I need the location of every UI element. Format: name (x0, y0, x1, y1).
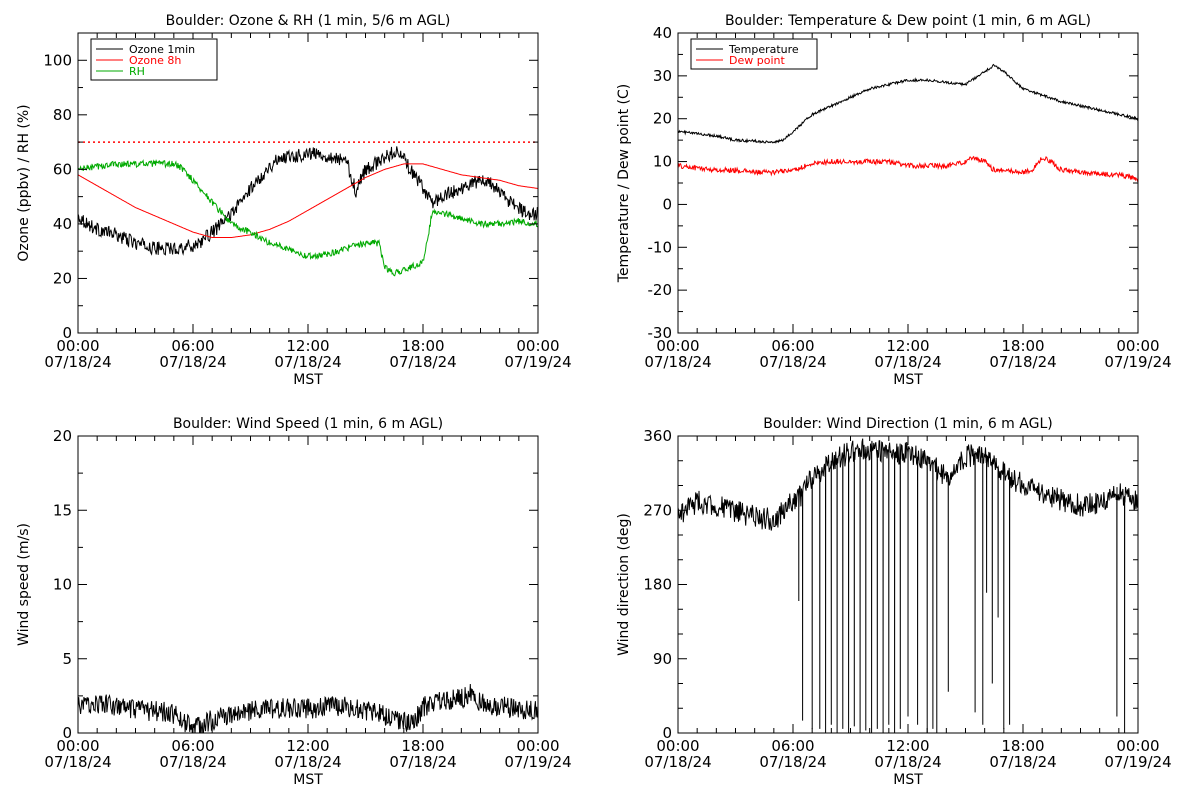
x-tick-label-date: 07/18/24 (274, 753, 341, 771)
series-line-data (678, 438, 1138, 733)
x-tick-label-time: 18:00 (1001, 337, 1044, 355)
chart-title: Boulder: Wind Speed (1 min, 6 m AGL) (173, 416, 443, 432)
x-tick-label-time: 00:00 (1116, 737, 1159, 755)
y-tick-label: 20 (653, 110, 672, 128)
x-tick-label-time: 00:00 (516, 337, 559, 355)
x-tick-label-date: 07/19/24 (1104, 753, 1171, 771)
y-tick-label: 20 (53, 269, 72, 287)
x-tick-label-date: 07/18/24 (759, 353, 826, 371)
y-tick-label: 20 (53, 427, 72, 445)
chart-panel-1: Boulder: Ozone & RH (1 min, 5/6 m AGL) 0 2… (16, 13, 572, 388)
y-tick-label: 0 (62, 324, 72, 342)
y-tick-label: 40 (653, 24, 672, 42)
chart-title: Boulder: Temperature & Dew point (1 min,… (725, 13, 1091, 29)
x-tick-label-date: 07/18/24 (389, 753, 456, 771)
y-tick-label: 40 (53, 215, 72, 233)
x-tick-label-time: 00:00 (516, 737, 559, 755)
y-tick-label: -10 (648, 238, 673, 256)
y-tick-label: 180 (643, 576, 672, 594)
x-tick-label-time: 00:00 (656, 337, 699, 355)
x-tick-label-time: 18:00 (401, 737, 444, 755)
series-line-rh (78, 159, 538, 277)
chart-panel-2: Boulder: Temperature & Dew point (1 min,… (616, 13, 1172, 388)
y-tick-label: 0 (662, 724, 672, 742)
x-tick-label-time: 06:00 (771, 337, 814, 355)
x-tick-label-time: 00:00 (56, 337, 99, 355)
x-axis-label: MST (893, 372, 923, 388)
x-tick-label-time: 12:00 (886, 737, 929, 755)
x-tick-label-time: 00:00 (56, 737, 99, 755)
series-line-dew-point (678, 155, 1138, 183)
x-tick-label-date: 07/18/24 (274, 353, 341, 371)
x-tick-label-date: 07/18/24 (159, 753, 226, 771)
x-tick-label-date: 07/18/24 (874, 353, 941, 371)
legend-entry: Ozone 1min (129, 43, 195, 56)
x-tick-label-time: 06:00 (171, 337, 214, 355)
y-tick-label: 100 (43, 51, 72, 69)
plot-frame (677, 32, 1139, 334)
y-tick-label: 270 (643, 501, 672, 519)
x-tick-label-time: 18:00 (401, 337, 444, 355)
x-tick-label-time: 00:00 (656, 737, 699, 755)
y-tick-label: 360 (643, 427, 672, 445)
y-tick-label: 0 (62, 724, 72, 742)
y-tick-label: 15 (53, 501, 72, 519)
y-tick-label: -20 (648, 281, 673, 299)
x-tick-label-date: 07/18/24 (389, 353, 456, 371)
y-tick-label: 5 (62, 650, 72, 668)
y-tick-label: 30 (653, 67, 672, 85)
y-axis-label: Ozone (ppbv) / RH (%) (16, 104, 32, 261)
legend-entry: RH (129, 65, 145, 78)
y-tick-label: -30 (648, 324, 673, 342)
x-tick-label-date: 07/18/24 (159, 353, 226, 371)
y-axis-label: Wind speed (m/s) (16, 523, 32, 646)
x-tick-label-date: 07/18/24 (44, 753, 111, 771)
x-tick-label-date: 07/18/24 (874, 753, 941, 771)
legend-box (690, 38, 818, 70)
chart-title: Boulder: Ozone & RH (1 min, 5/6 m AGL) (166, 13, 451, 29)
series-line-ozone-1min (78, 146, 538, 256)
chart-panel-3: Boulder: Wind Speed (1 min, 6 m AGL) 0 5 10… (16, 416, 572, 788)
legend-entry: Dew point (729, 54, 785, 67)
y-tick-label: 10 (53, 576, 72, 594)
plot-frame (77, 435, 539, 734)
x-tick-label-time: 00:00 (1116, 337, 1159, 355)
y-tick-label: 0 (662, 195, 672, 213)
series-line-temperature (678, 63, 1138, 144)
x-tick-label-time: 06:00 (171, 737, 214, 755)
x-tick-label-date: 07/19/24 (504, 353, 571, 371)
x-tick-label-time: 12:00 (286, 737, 329, 755)
x-tick-label-time: 12:00 (286, 337, 329, 355)
y-tick-label: 10 (653, 153, 672, 171)
x-tick-label-date: 07/18/24 (989, 353, 1056, 371)
x-tick-label-time: 18:00 (1001, 737, 1044, 755)
series-line-ozone-8h (78, 163, 538, 238)
x-tick-label-date: 07/18/24 (989, 753, 1056, 771)
y-tick-label: 90 (653, 650, 672, 668)
x-tick-label-time: 12:00 (886, 337, 929, 355)
y-axis-label: Wind direction (deg) (616, 513, 632, 656)
x-axis-label: MST (293, 372, 323, 388)
x-tick-label-date: 07/18/24 (44, 353, 111, 371)
x-tick-label-date: 07/18/24 (644, 753, 711, 771)
y-axis-label: Temperature / Dew point (C) (616, 84, 632, 283)
y-tick-label: 80 (53, 106, 72, 124)
x-axis-label: MST (893, 772, 923, 788)
chart-title: Boulder: Wind Direction (1 min, 6 m AGL) (763, 416, 1052, 432)
chart-panel-4: Boulder: Wind Direction (1 min, 6 m AGL)… (616, 416, 1172, 788)
x-axis-label: MST (293, 772, 323, 788)
x-tick-label-date: 07/18/24 (759, 753, 826, 771)
legend-entry: Ozone 8h (129, 54, 181, 67)
y-tick-label: 60 (53, 160, 72, 178)
series-line-data (78, 683, 538, 733)
x-tick-label-date: 07/19/24 (1104, 353, 1171, 371)
x-tick-label-date: 07/18/24 (644, 353, 711, 371)
x-tick-label-time: 06:00 (771, 737, 814, 755)
legend-entry: Temperature (728, 43, 799, 56)
x-tick-label-date: 07/19/24 (504, 753, 571, 771)
